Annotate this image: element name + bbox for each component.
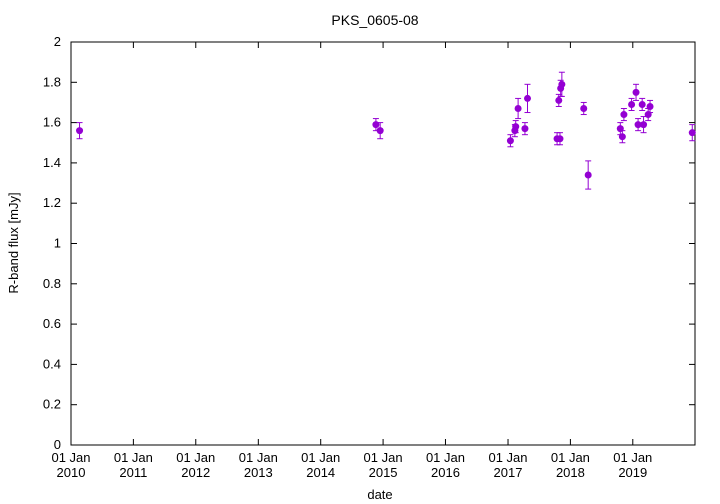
y-axis-label: R-band flux [mJy]	[6, 192, 21, 293]
y-tick-label: 0	[54, 437, 61, 452]
data-point	[632, 88, 640, 96]
x-tick-label: 2012	[181, 465, 210, 480]
data-point	[640, 121, 648, 129]
data-series	[76, 71, 696, 190]
x-tick-label: 2017	[494, 465, 523, 480]
data-point	[514, 104, 522, 112]
y-tick-label: 2	[54, 34, 61, 49]
data-point	[618, 133, 626, 141]
plot-frame	[70, 41, 696, 446]
x-tick-label: 01 Jan	[426, 450, 465, 465]
chart-title: PKS_0605-08	[331, 12, 418, 28]
y-tick-label: 1	[54, 236, 61, 251]
x-tick-label: 2013	[244, 465, 273, 480]
data-point	[634, 121, 642, 129]
x-tick-label: 2019	[618, 465, 647, 480]
x-tick-label: 01 Jan	[114, 450, 153, 465]
x-tick-label: 01 Jan	[613, 450, 652, 465]
x-tick-label: 2018	[556, 465, 585, 480]
y-tick-label: 0.8	[43, 276, 61, 291]
data-point	[638, 100, 646, 108]
data-point	[556, 135, 564, 143]
y-tick-label: 1.6	[43, 115, 61, 130]
x-tick-label: 2011	[119, 465, 147, 480]
y-axis: 0 0.2 0.4 0.6 0.8 1 1.2 1.4 1.6 1.8 2	[43, 34, 695, 452]
x-tick-label: 01 Jan	[239, 450, 278, 465]
data-point	[524, 94, 532, 102]
x-tick-label: 01 Jan	[301, 450, 340, 465]
data-point	[688, 129, 696, 137]
x-tick-label: 01 Jan	[551, 450, 590, 465]
data-point	[76, 127, 84, 135]
y-tick-label: 1.4	[43, 155, 61, 170]
y-tick-label: 0.6	[43, 316, 61, 331]
x-tick-label: 01 Jan	[176, 450, 215, 465]
data-point	[512, 123, 520, 131]
data-point	[506, 137, 514, 145]
data-point	[376, 127, 384, 135]
x-tick-label: 01 Jan	[51, 450, 90, 465]
x-tick-label: 2016	[431, 465, 460, 480]
data-point	[646, 102, 654, 110]
x-axis-label: date	[367, 487, 392, 502]
data-point	[628, 100, 636, 108]
y-tick-label: 1.2	[43, 195, 61, 210]
y-tick-label: 1.8	[43, 74, 61, 89]
data-point	[620, 111, 628, 119]
x-tick-label: 01 Jan	[364, 450, 403, 465]
data-point	[521, 125, 529, 133]
x-tick-label: 2015	[369, 465, 398, 480]
data-point	[558, 80, 566, 88]
x-tick-label: 01 Jan	[488, 450, 527, 465]
y-tick-label: 0.4	[43, 356, 61, 371]
data-point	[555, 96, 563, 104]
x-tick-label: 2010	[57, 465, 86, 480]
x-tick-label: 2014	[306, 465, 335, 480]
data-point	[580, 104, 588, 112]
y-tick-label: 0.2	[43, 397, 61, 412]
data-point	[584, 171, 592, 179]
